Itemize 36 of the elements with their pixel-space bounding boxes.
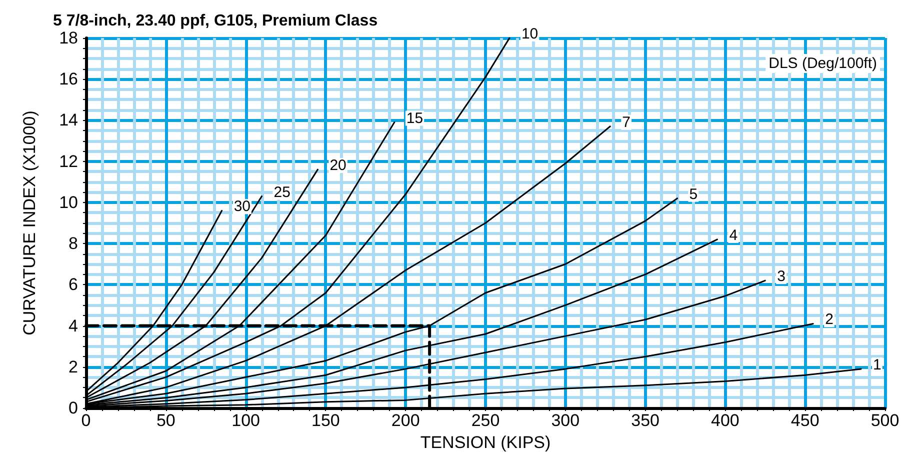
series-label: 2 — [825, 311, 834, 328]
series-label: 7 — [622, 114, 630, 131]
legend-title: DLS (Deg/100ft) — [768, 55, 878, 72]
series-label: 4 — [729, 226, 738, 244]
y-tick-label: 0 — [68, 398, 78, 418]
y-tick-label: 12 — [59, 152, 78, 171]
series-label: 25 — [274, 184, 290, 201]
x-tick-label: 500 — [870, 411, 900, 430]
y-tick-label: 14 — [59, 110, 78, 130]
y-tick-label: 10 — [59, 192, 78, 212]
x-tick-label: 450 — [790, 411, 820, 430]
x-tick-label: 50 — [156, 411, 176, 430]
y-tick-label: 8 — [68, 234, 78, 254]
y-tick-label: 2 — [68, 357, 78, 376]
x-axis-title: TENSION (KIPS) — [420, 432, 551, 452]
x-tick-label: 150 — [312, 411, 340, 430]
series-label: 15 — [406, 110, 424, 127]
y-tick-label: 16 — [59, 70, 78, 89]
series-label: 30 — [234, 198, 251, 216]
y-axis-title: CURVATURE INDEX (X1000) — [20, 110, 39, 336]
y-tick-label: 4 — [68, 316, 78, 336]
x-tick-label: 100 — [232, 411, 260, 430]
x-tick-label: 250 — [471, 411, 500, 430]
x-tick-label: 400 — [711, 411, 740, 430]
y-tick-label: 18 — [59, 28, 78, 48]
series-label: 3 — [777, 268, 786, 286]
series-label: 20 — [330, 157, 346, 174]
chart-title: 5 7/8-inch, 23.40 ppf, G105, Premium Class — [53, 12, 378, 30]
x-tick-label: 200 — [391, 411, 420, 430]
x-tick-label: 0 — [81, 411, 91, 430]
y-tick-label: 6 — [68, 275, 78, 294]
series-label: 10 — [521, 26, 538, 42]
x-tick-label: 350 — [631, 411, 660, 430]
series-label: 1 — [873, 356, 882, 374]
series-label: 5 — [689, 186, 698, 203]
x-tick-label: 300 — [551, 411, 580, 430]
